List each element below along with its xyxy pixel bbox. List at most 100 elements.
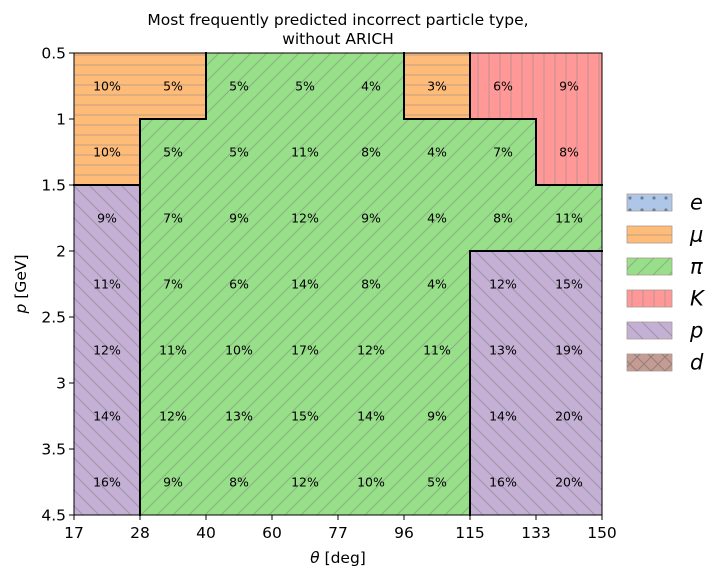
cell-value-label: 8% [559,145,579,160]
cell-value-label: 14% [357,409,385,424]
cell-value-label: 5% [163,145,183,160]
legend-label-mu: μ [689,223,703,247]
y-tick-label: 1.5 [41,177,66,195]
cell-value-label: 12% [291,211,319,226]
cell-value-label: 11% [423,343,451,358]
cell-value-label: 4% [427,145,447,160]
region-boundaries [73,52,603,516]
cell-hatch-3-2 [206,251,273,318]
cell-value-label: 6% [229,277,249,292]
cell-value-label: 10% [93,145,121,160]
cell-value-label: 8% [493,211,513,226]
cell-value-label: 11% [159,343,187,358]
cell-value-label: 5% [295,79,315,94]
legend-swatch-hatch-mu [627,226,672,243]
cell-hatch-2-5 [404,185,471,252]
cell-value-label: 20% [555,409,583,424]
cell-value-label: 6% [493,79,513,94]
cell-hatch-0-2 [206,53,273,120]
cell-value-label: 14% [489,409,517,424]
y-tick-label: 4.5 [41,507,66,525]
x-tick-label: 77 [328,524,348,542]
cell-hatch-1-5 [404,119,471,186]
x-axis-label-unit: [deg] [320,549,366,567]
x-tick-label: 96 [394,524,414,542]
cell-value-label: 12% [291,475,319,490]
cell-hatch-0-3 [272,53,339,120]
cell-value-label: 9% [559,79,579,94]
x-tick-label: 133 [521,524,551,542]
cell-hatch-6-3 [272,449,339,516]
cell-value-label: 11% [291,145,319,160]
x-tick-label: 60 [262,524,282,542]
cell-hatch-4-2 [206,317,273,384]
x-axis-label: θ [deg] [310,549,366,567]
x-tick-label: 28 [130,524,150,542]
cell-hatch-5-7 [536,383,603,450]
cell-value-label: 9% [163,475,183,490]
legend-label-d: d [690,351,704,375]
x-tick-label: 40 [196,524,216,542]
cell-value-label: 7% [163,277,183,292]
cell-value-label: 15% [555,277,583,292]
cell-hatch-4-5 [404,317,471,384]
cell-hatch-4-7 [536,317,603,384]
cell-value-label: 9% [427,409,447,424]
cell-value-label: 17% [291,343,319,358]
y-tick-label: 2.5 [41,309,66,327]
cell-value-label: 5% [229,79,249,94]
cell-value-label: 5% [229,145,249,160]
cell-value-label: 10% [357,475,385,490]
cell-hatch-3-7 [536,251,603,318]
y-tick-label: 3.5 [41,441,66,459]
cell-hatch-3-0 [74,251,141,318]
cell-value-label: 7% [493,145,513,160]
cell-value-label: 12% [93,343,121,358]
cell-hatch-6-1 [140,449,207,516]
legend-label-e: e [690,191,703,215]
cell-value-label: 4% [427,211,447,226]
cell-hatch-1-2 [206,119,273,186]
cell-hatch-4-6 [470,317,537,384]
cell-hatch-2-3 [272,185,339,252]
y-axis-label-unit: [GeV] [12,254,30,303]
cell-hatch-3-6 [470,251,537,318]
cell-value-label: 3% [427,79,447,94]
legend-label-p: p [689,319,703,343]
legend-label-pi: π [690,255,703,279]
cell-hatch-5-4 [338,383,405,450]
cell-value-label: 12% [357,343,385,358]
cell-hatch-2-7 [536,185,603,252]
cell-hatch-6-5 [404,449,471,516]
y-axis-label-symbol: p [12,304,30,315]
cell-value-label: 19% [555,343,583,358]
cell-hatch-0-5 [404,53,471,120]
chart-title-line-1: Most frequently predicted incorrect part… [147,11,528,29]
x-tick-label: 17 [64,524,84,542]
cell-value-label: 9% [97,211,117,226]
cell-hatch-2-4 [338,185,405,252]
cell-hatch-1-1 [140,119,207,186]
cell-hatch-4-4 [338,317,405,384]
cell-value-label: 16% [489,475,517,490]
cell-hatch-6-2 [206,449,273,516]
cell-value-label: 4% [427,277,447,292]
cell-value-label: 11% [93,277,121,292]
cell-hatch-4-0 [74,317,141,384]
cell-value-label: 8% [361,277,381,292]
cell-value-labels: 10% 5% 5% 5% 4% 3% 6% 9% 10% 5% 5% 11% 8% 4% 7% 8% 9% 7% 9… [93,79,583,490]
cell-hatch-1-3 [272,119,339,186]
cell-value-label: 12% [159,409,187,424]
cell-value-label: 4% [361,79,381,94]
cell-hatch-2-2 [206,185,273,252]
legend-swatch-hatch-pi [627,258,672,275]
y-tick-label: 1 [56,111,66,129]
cell-value-label: 13% [489,343,517,358]
cell-value-label: 5% [427,475,447,490]
cell-value-label: 14% [291,277,319,292]
cell-hatch-0-7 [536,53,603,120]
cell-value-label: 10% [225,343,253,358]
cell-value-label: 9% [229,211,249,226]
cell-hatch-6-0 [74,449,141,516]
